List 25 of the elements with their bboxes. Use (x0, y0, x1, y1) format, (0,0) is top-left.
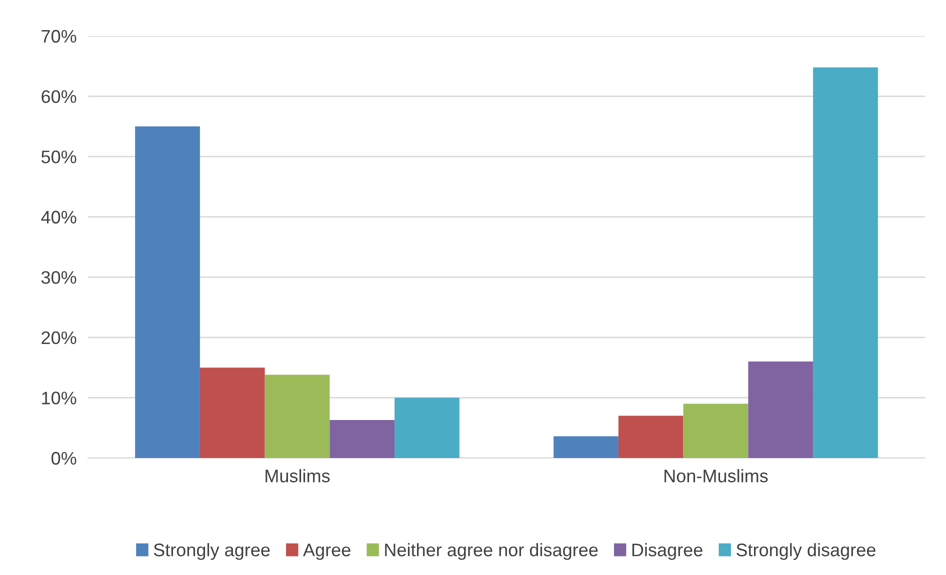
y-tick-label: 10% (42, 392, 76, 404)
y-tick-label: 30% (41, 271, 76, 284)
legend-label: Strongly disagree (736, 543, 876, 560)
legend-label: Neither agree nor disagree (385, 543, 598, 560)
y-tick-label: 40% (41, 210, 76, 224)
y-tick-label: 0% (52, 452, 76, 465)
bar (748, 362, 814, 458)
x-tick-label: Muslims (266, 469, 330, 482)
legend-label: Disagree (632, 543, 702, 560)
legend-label: Strongly agree (154, 543, 270, 560)
bar (135, 126, 200, 458)
bar (394, 398, 460, 458)
y-tick-label: 60% (42, 90, 76, 104)
bar (554, 436, 618, 458)
bar (330, 420, 395, 458)
bar (683, 404, 748, 458)
x-tick-label: Non-Muslims (664, 469, 768, 482)
y-tick-label: 70% (42, 30, 76, 43)
bar (618, 416, 684, 458)
bar (813, 67, 878, 458)
y-tick-label: 20% (42, 331, 76, 344)
bar (264, 374, 330, 458)
y-tick-label: 50% (41, 150, 76, 164)
bar (200, 368, 265, 458)
legend-label: Agree (303, 544, 350, 560)
